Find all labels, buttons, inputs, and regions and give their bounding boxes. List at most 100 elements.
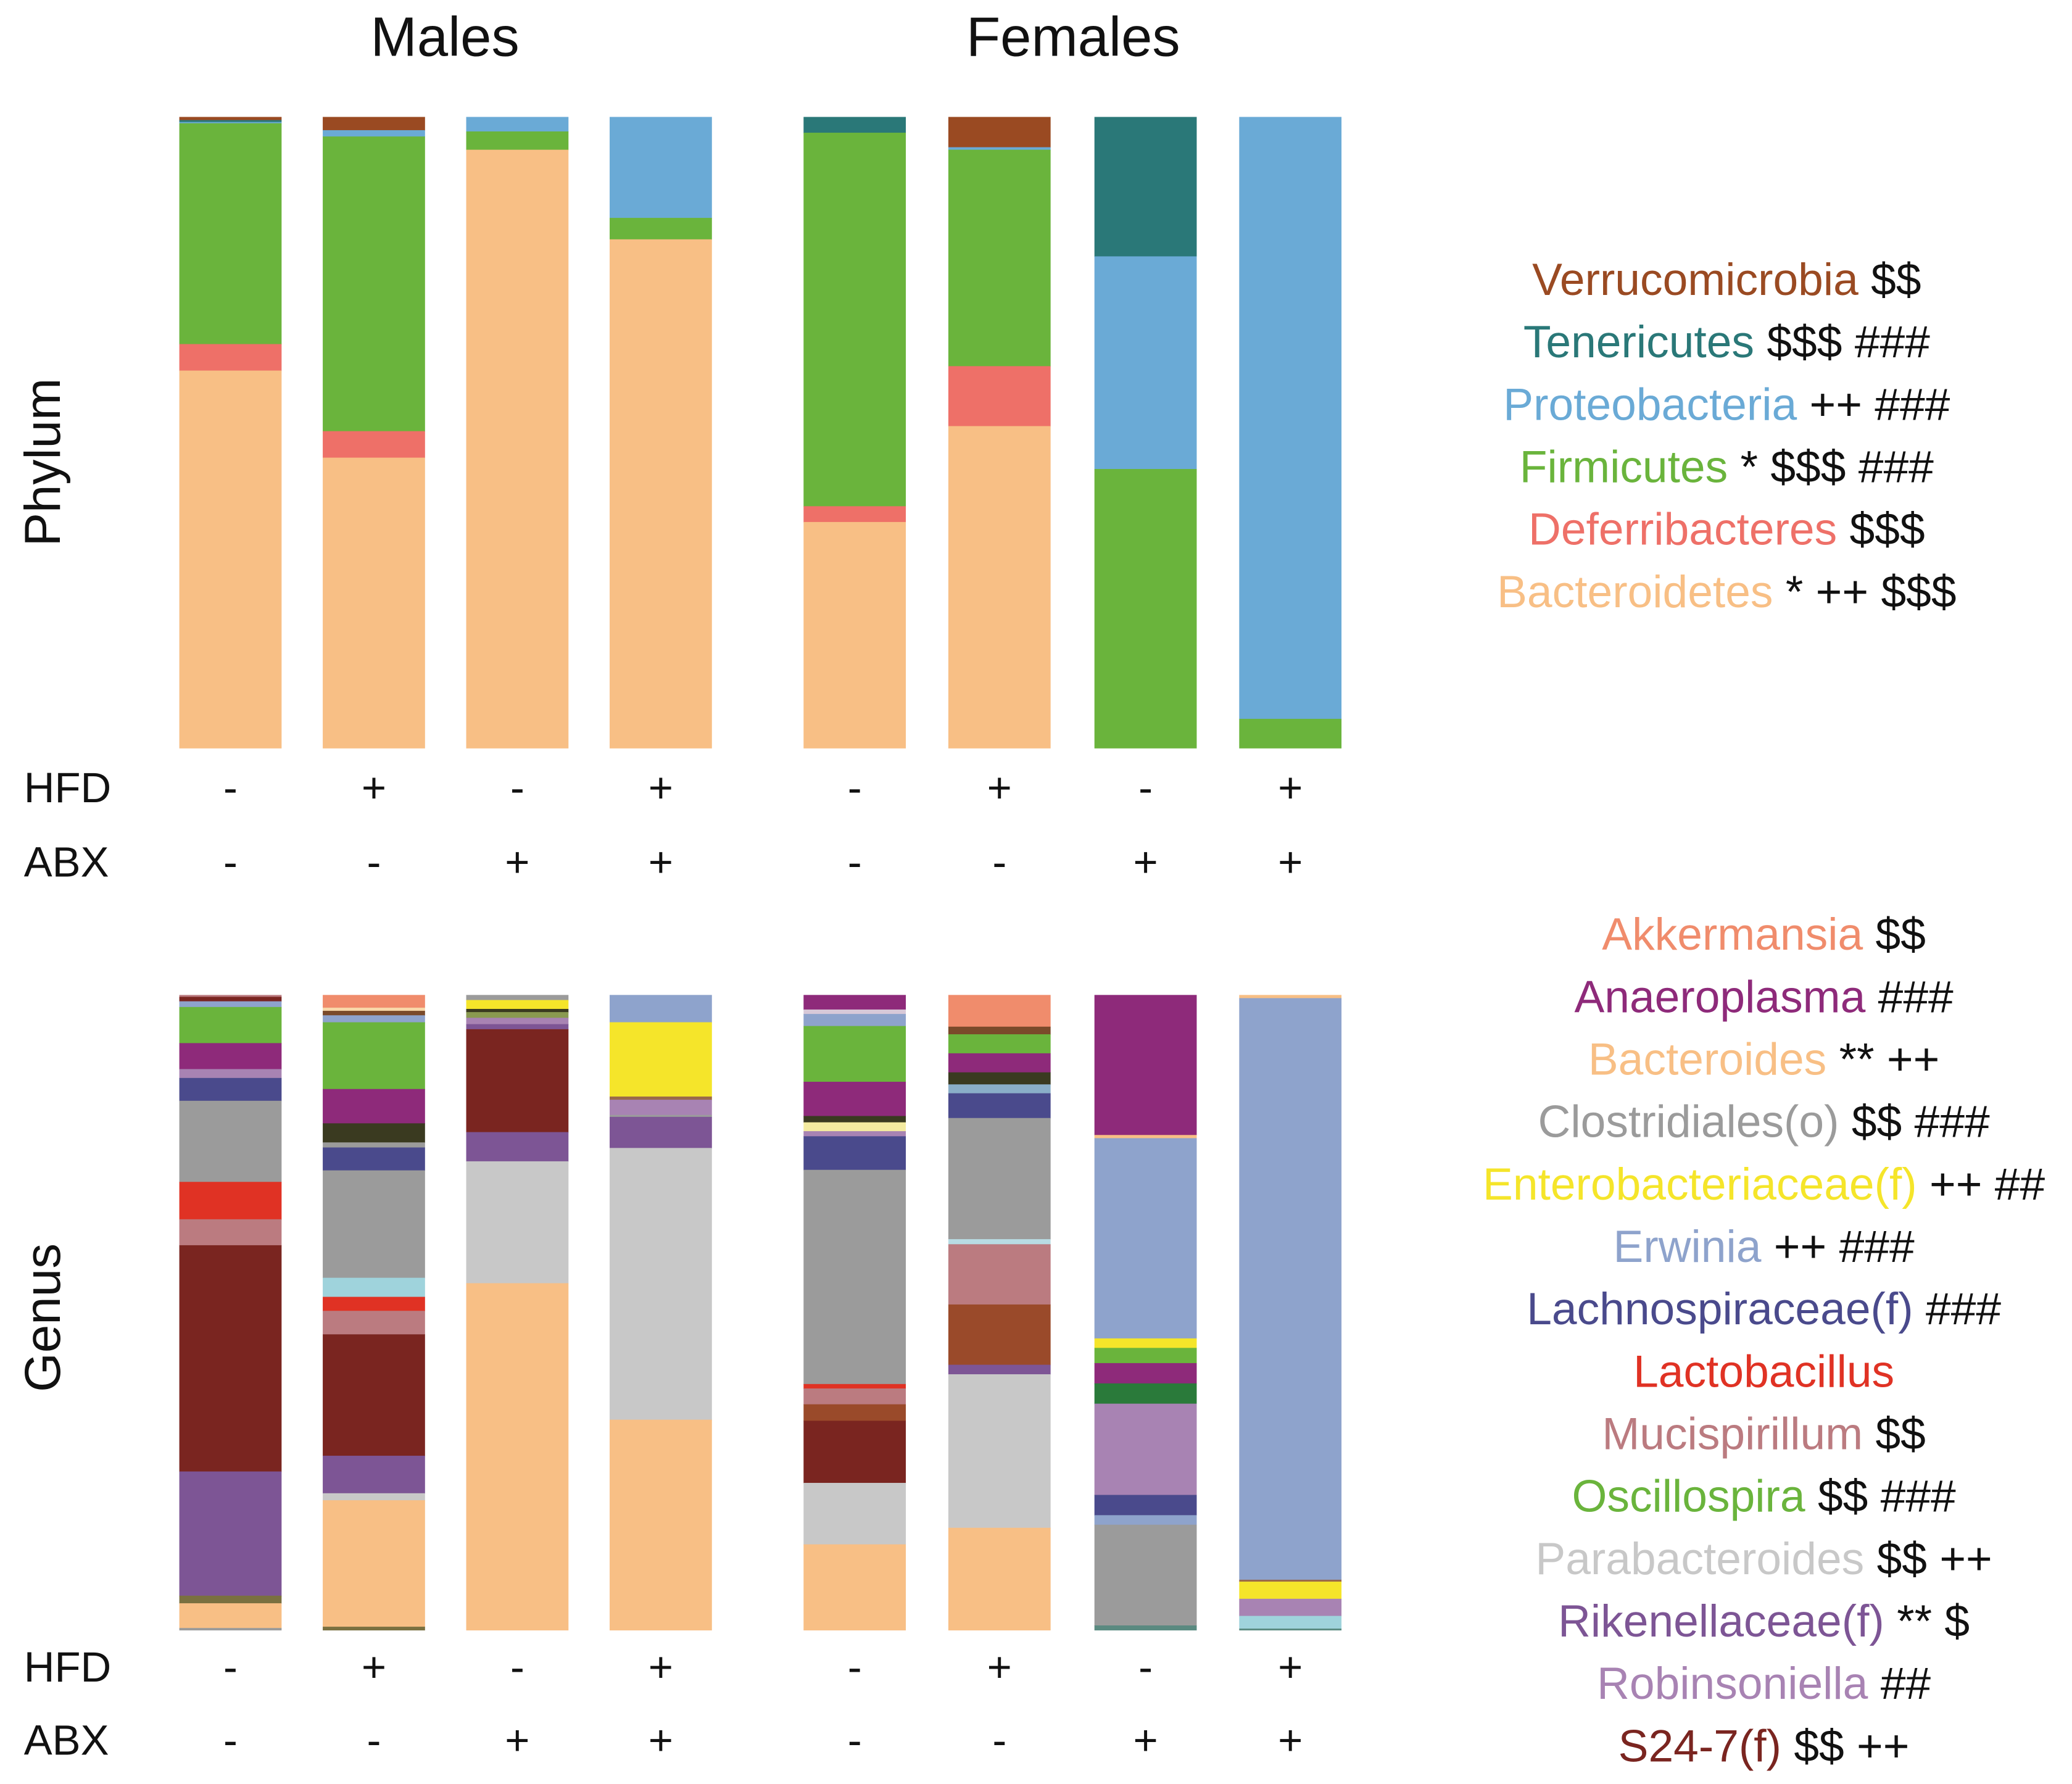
abx-tick-label: + <box>505 1717 529 1764</box>
bars-layer <box>179 117 1342 1631</box>
legend-taxon-name: Bacteroidetes <box>1497 566 1773 617</box>
abx-tick-label: + <box>1133 839 1158 886</box>
legend-taxon-name: Deferribacteres <box>1528 504 1837 555</box>
abx-tick-label: + <box>1278 1717 1303 1764</box>
legend-taxon-name: Lactobacillus <box>1633 1346 1894 1396</box>
abx-tick-label: - <box>223 839 238 886</box>
legend-taxon-name: S24-7(f) <box>1618 1720 1781 1771</box>
bar-segment-bacteroidetes <box>179 370 282 749</box>
bar-segment-rikenellaceae-f- <box>610 1116 712 1149</box>
hfd-tick-label: + <box>1278 1643 1303 1691</box>
bar-segment-firmicutes <box>323 136 425 432</box>
legend-significance-marks: ### <box>1913 1284 2002 1334</box>
bar-segment-parabacteroides <box>466 1161 569 1284</box>
legend-taxon-name: Parabacteroides <box>1535 1533 1864 1584</box>
legend-entry: Firmicutes * $$$ ### <box>1520 441 1934 492</box>
bar-segment-bacteroides <box>323 1500 425 1627</box>
bar-segment-firmicutes <box>610 218 712 240</box>
bar-segment-lachnospiraceae-f- <box>1094 1495 1197 1516</box>
bar-segment-deferribacteres <box>803 506 906 523</box>
bar-segment-proteobacteria <box>179 122 282 124</box>
legend-entry: Oscillospira $$ ### <box>1572 1471 1956 1522</box>
bar-segment-rikenellaceae-f- <box>179 1471 282 1596</box>
bar-segment-firmicutes <box>179 123 282 345</box>
y-axis-label-genus: Genus <box>15 1243 71 1392</box>
bar-segment-robinsoniella <box>1239 1598 1342 1617</box>
legend-entry: Akkermansia $$ <box>1602 909 1926 960</box>
bar-segment-proteobacteria <box>1239 117 1342 720</box>
legend-significance-marks: * ++ $$$ <box>1773 566 1957 617</box>
bar-segment-s24-7-f- <box>179 1245 282 1472</box>
bar-segment-erwinia <box>1094 1138 1197 1339</box>
bar-segment-lachnospiraceae-f- <box>803 1136 906 1171</box>
bar-segment-other <box>803 1009 906 1014</box>
bar-segment-parabacteroides <box>803 1483 906 1545</box>
bar-segment-parabacteroides <box>948 1374 1051 1529</box>
bar-segment-erwinia <box>1239 998 1342 1580</box>
bar-segment-anaeroplasma <box>179 1043 282 1070</box>
bar-segment-robinsoniella <box>1094 1403 1197 1496</box>
bar-segment-other <box>323 1277 425 1298</box>
bar-segment-other <box>1239 1579 1342 1582</box>
bar-segment-firmicutes <box>803 133 906 507</box>
legend-significance-marks: $$ <box>1863 1409 1926 1459</box>
legend-significance-marks: * $$$ ### <box>1728 441 1934 492</box>
hfd-tick-label: - <box>848 764 862 811</box>
abx-tick-label: - <box>367 839 381 886</box>
row-label-abx: ABX <box>24 839 109 886</box>
bar-segment-other <box>948 1072 1051 1085</box>
bar-segment-oscillospira <box>803 1026 906 1082</box>
legend-entry: Erwinia ++ ### <box>1614 1221 1915 1272</box>
legend-significance-marks: $$ ++ <box>1781 1720 1910 1771</box>
legends: Verrucomicrobia $$ Tenericutes $$$ ### Pro… <box>1483 254 2045 1771</box>
legend-significance-marks: ** $ <box>1884 1596 1970 1646</box>
bar-segment-firmicutes <box>1239 718 1342 749</box>
bar-segment-other <box>803 1116 906 1123</box>
bar-segment-proteobacteria <box>323 130 425 138</box>
hfd-tick-label: + <box>649 1643 673 1691</box>
abx-tick-label: - <box>992 839 1006 886</box>
legend-significance-marks: $$ ### <box>1805 1471 1956 1522</box>
hfd-tick-label: - <box>223 1643 238 1691</box>
bar-segment-anaeroplasma <box>1094 995 1197 1136</box>
bar-segment-robinsoniella <box>610 1100 712 1116</box>
bar-segment-lachnospiraceae-f- <box>179 1077 282 1102</box>
bar-segment-clostridiales-o- <box>948 1118 1051 1240</box>
bar-segment-erwinia <box>803 1014 906 1027</box>
hfd-tick-label: - <box>510 1643 524 1691</box>
legend-taxon-name: Tenericutes <box>1523 317 1754 367</box>
bar-segment-anaeroplasma <box>803 995 906 1010</box>
hfd-tick-label: + <box>987 1643 1012 1691</box>
legend-entry: Anaeroplasma ### <box>1574 971 1954 1022</box>
bar-segment-bacteroides <box>948 1527 1051 1631</box>
bar-segment-proteobacteria <box>466 117 569 132</box>
bar-segment-bacteroidetes <box>610 239 712 749</box>
bar-segment-other <box>610 1096 712 1100</box>
bar-segment-rikenellaceae-f- <box>323 1456 425 1494</box>
bar-segment-lactobacillus <box>323 1297 425 1312</box>
legend-significance-marks: ++ ### <box>1761 1221 1915 1272</box>
legend-entry: Lachnospiraceae(f) ### <box>1527 1284 2001 1334</box>
bar-segment-other <box>948 1304 1051 1366</box>
bar-segment-verrucomicrobia <box>948 117 1051 148</box>
hfd-tick-label: + <box>987 764 1012 811</box>
hfd-tick-label: + <box>362 1643 386 1691</box>
bar-segment-robinsoniella <box>466 1018 569 1025</box>
bar-segment-enterobacteriaceae-f- <box>466 1000 569 1010</box>
hfd-tick-label: - <box>1138 1643 1153 1691</box>
bar-segment-lachnospiraceae-f- <box>323 1147 425 1171</box>
bar-segment-anaeroplasma <box>948 1053 1051 1073</box>
bar-segment-clostridiales-o- <box>323 1170 425 1279</box>
bar-segment-robinsoniella <box>803 1131 906 1137</box>
bar-segment-firmicutes <box>466 131 569 151</box>
bar-segment-other <box>1094 1625 1197 1631</box>
bar-segment-deferribacteres <box>323 431 425 458</box>
bar-segment-proteobacteria <box>610 117 712 218</box>
bar-segment-lactobacillus <box>803 1384 906 1389</box>
legend-taxon-name: Proteobacteria <box>1503 379 1797 429</box>
legend-significance-marks: $$ <box>1859 254 1921 305</box>
bar-segment-other <box>466 1008 569 1013</box>
legend-taxon-name: Firmicutes <box>1520 441 1728 492</box>
hfd-tick-label: - <box>510 764 524 811</box>
